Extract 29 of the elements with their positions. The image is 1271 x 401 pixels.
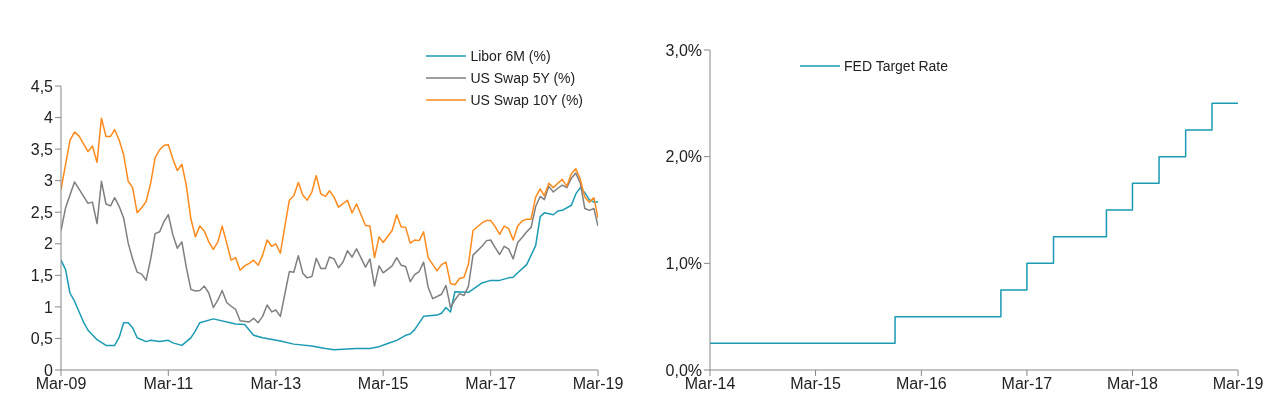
y-tick-label: 3,5 <box>30 140 54 158</box>
y-tick-label: 3,0% <box>665 41 702 59</box>
line-series <box>61 186 598 351</box>
x-tick-label: Mar-17 <box>465 375 517 393</box>
y-tick-label: 4,5 <box>30 77 54 95</box>
y-tick-label: 3 <box>44 172 54 190</box>
legend-label: FED Target Rate <box>844 58 949 74</box>
line-series <box>61 117 598 286</box>
legend-label: US Swap 10Y (%) <box>470 92 583 108</box>
y-tick-label: 1 <box>44 298 54 316</box>
x-tick-label: Mar-17 <box>1001 375 1053 393</box>
x-tick-label: Mar-15 <box>790 375 841 393</box>
legend-label: Libor 6M (%) <box>470 48 551 64</box>
y-tick-label: 2 <box>44 235 54 253</box>
y-tick-label: 0,5 <box>30 330 54 348</box>
x-tick-label: Mar-11 <box>143 375 194 393</box>
x-tick-label: Mar-18 <box>1107 375 1158 393</box>
x-tick-label: Mar-15 <box>357 375 409 393</box>
y-tick-label: 2,0% <box>665 148 702 166</box>
x-tick-label: Mar-19 <box>1212 375 1264 393</box>
x-tick-label: Mar-09 <box>35 375 87 393</box>
y-tick-label: 4 <box>44 109 54 127</box>
x-tick-label: Mar-19 <box>572 375 624 393</box>
y-tick-label: 2,5 <box>30 203 54 221</box>
x-tick-label: Mar-16 <box>896 375 947 393</box>
y-tick-label: 1,0% <box>665 255 702 273</box>
legend-label: US Swap 5Y (%) <box>470 70 576 86</box>
y-tick-label: 1,5 <box>30 267 54 285</box>
x-tick-label: Mar-13 <box>250 375 302 393</box>
